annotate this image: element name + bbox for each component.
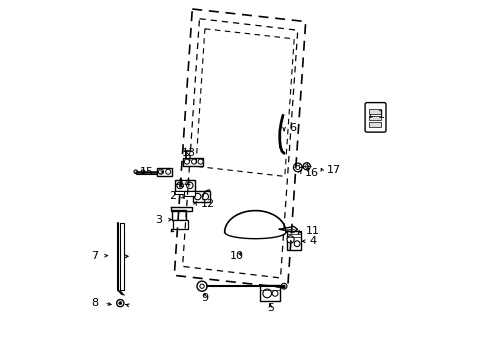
Bar	[368, 122, 381, 127]
Circle shape	[197, 281, 206, 291]
Text: 5: 5	[266, 303, 273, 313]
Circle shape	[165, 169, 170, 174]
Text: 2: 2	[169, 191, 176, 201]
Text: 15: 15	[140, 167, 153, 177]
Text: 8: 8	[91, 298, 99, 308]
Bar	[286, 231, 300, 250]
Bar	[183, 158, 203, 166]
FancyBboxPatch shape	[365, 103, 385, 132]
Circle shape	[134, 170, 137, 174]
Circle shape	[272, 291, 277, 296]
Circle shape	[263, 289, 271, 298]
Text: 4: 4	[309, 236, 316, 246]
Text: 1: 1	[377, 110, 384, 120]
Circle shape	[191, 159, 196, 164]
Bar	[183, 191, 194, 196]
Text: 10: 10	[230, 251, 244, 261]
Bar	[173, 220, 188, 229]
Circle shape	[198, 159, 203, 164]
Bar	[260, 285, 279, 301]
Circle shape	[281, 283, 286, 289]
Circle shape	[158, 169, 163, 174]
Circle shape	[286, 236, 294, 243]
Text: 13: 13	[182, 148, 195, 158]
Circle shape	[119, 302, 122, 305]
Bar	[368, 116, 381, 120]
Circle shape	[194, 193, 201, 200]
Bar	[171, 210, 186, 220]
Text: 11: 11	[305, 226, 319, 236]
Text: 3: 3	[154, 215, 162, 225]
Bar	[157, 168, 171, 176]
Circle shape	[283, 285, 285, 287]
Circle shape	[141, 170, 144, 174]
Text: 12: 12	[200, 199, 214, 210]
Circle shape	[177, 182, 183, 189]
Text: 9: 9	[201, 293, 208, 303]
Text: 14: 14	[178, 179, 192, 189]
Bar	[368, 109, 381, 114]
Circle shape	[294, 241, 299, 247]
Bar	[175, 180, 195, 191]
Text: 16: 16	[305, 168, 318, 178]
Text: 7: 7	[91, 251, 99, 261]
Circle shape	[117, 300, 123, 307]
Circle shape	[200, 284, 204, 288]
Text: 6: 6	[289, 123, 296, 133]
Bar	[173, 191, 197, 194]
Text: 17: 17	[326, 165, 341, 175]
Circle shape	[184, 159, 189, 164]
Circle shape	[202, 193, 208, 200]
Bar	[193, 191, 209, 202]
Circle shape	[186, 182, 193, 189]
